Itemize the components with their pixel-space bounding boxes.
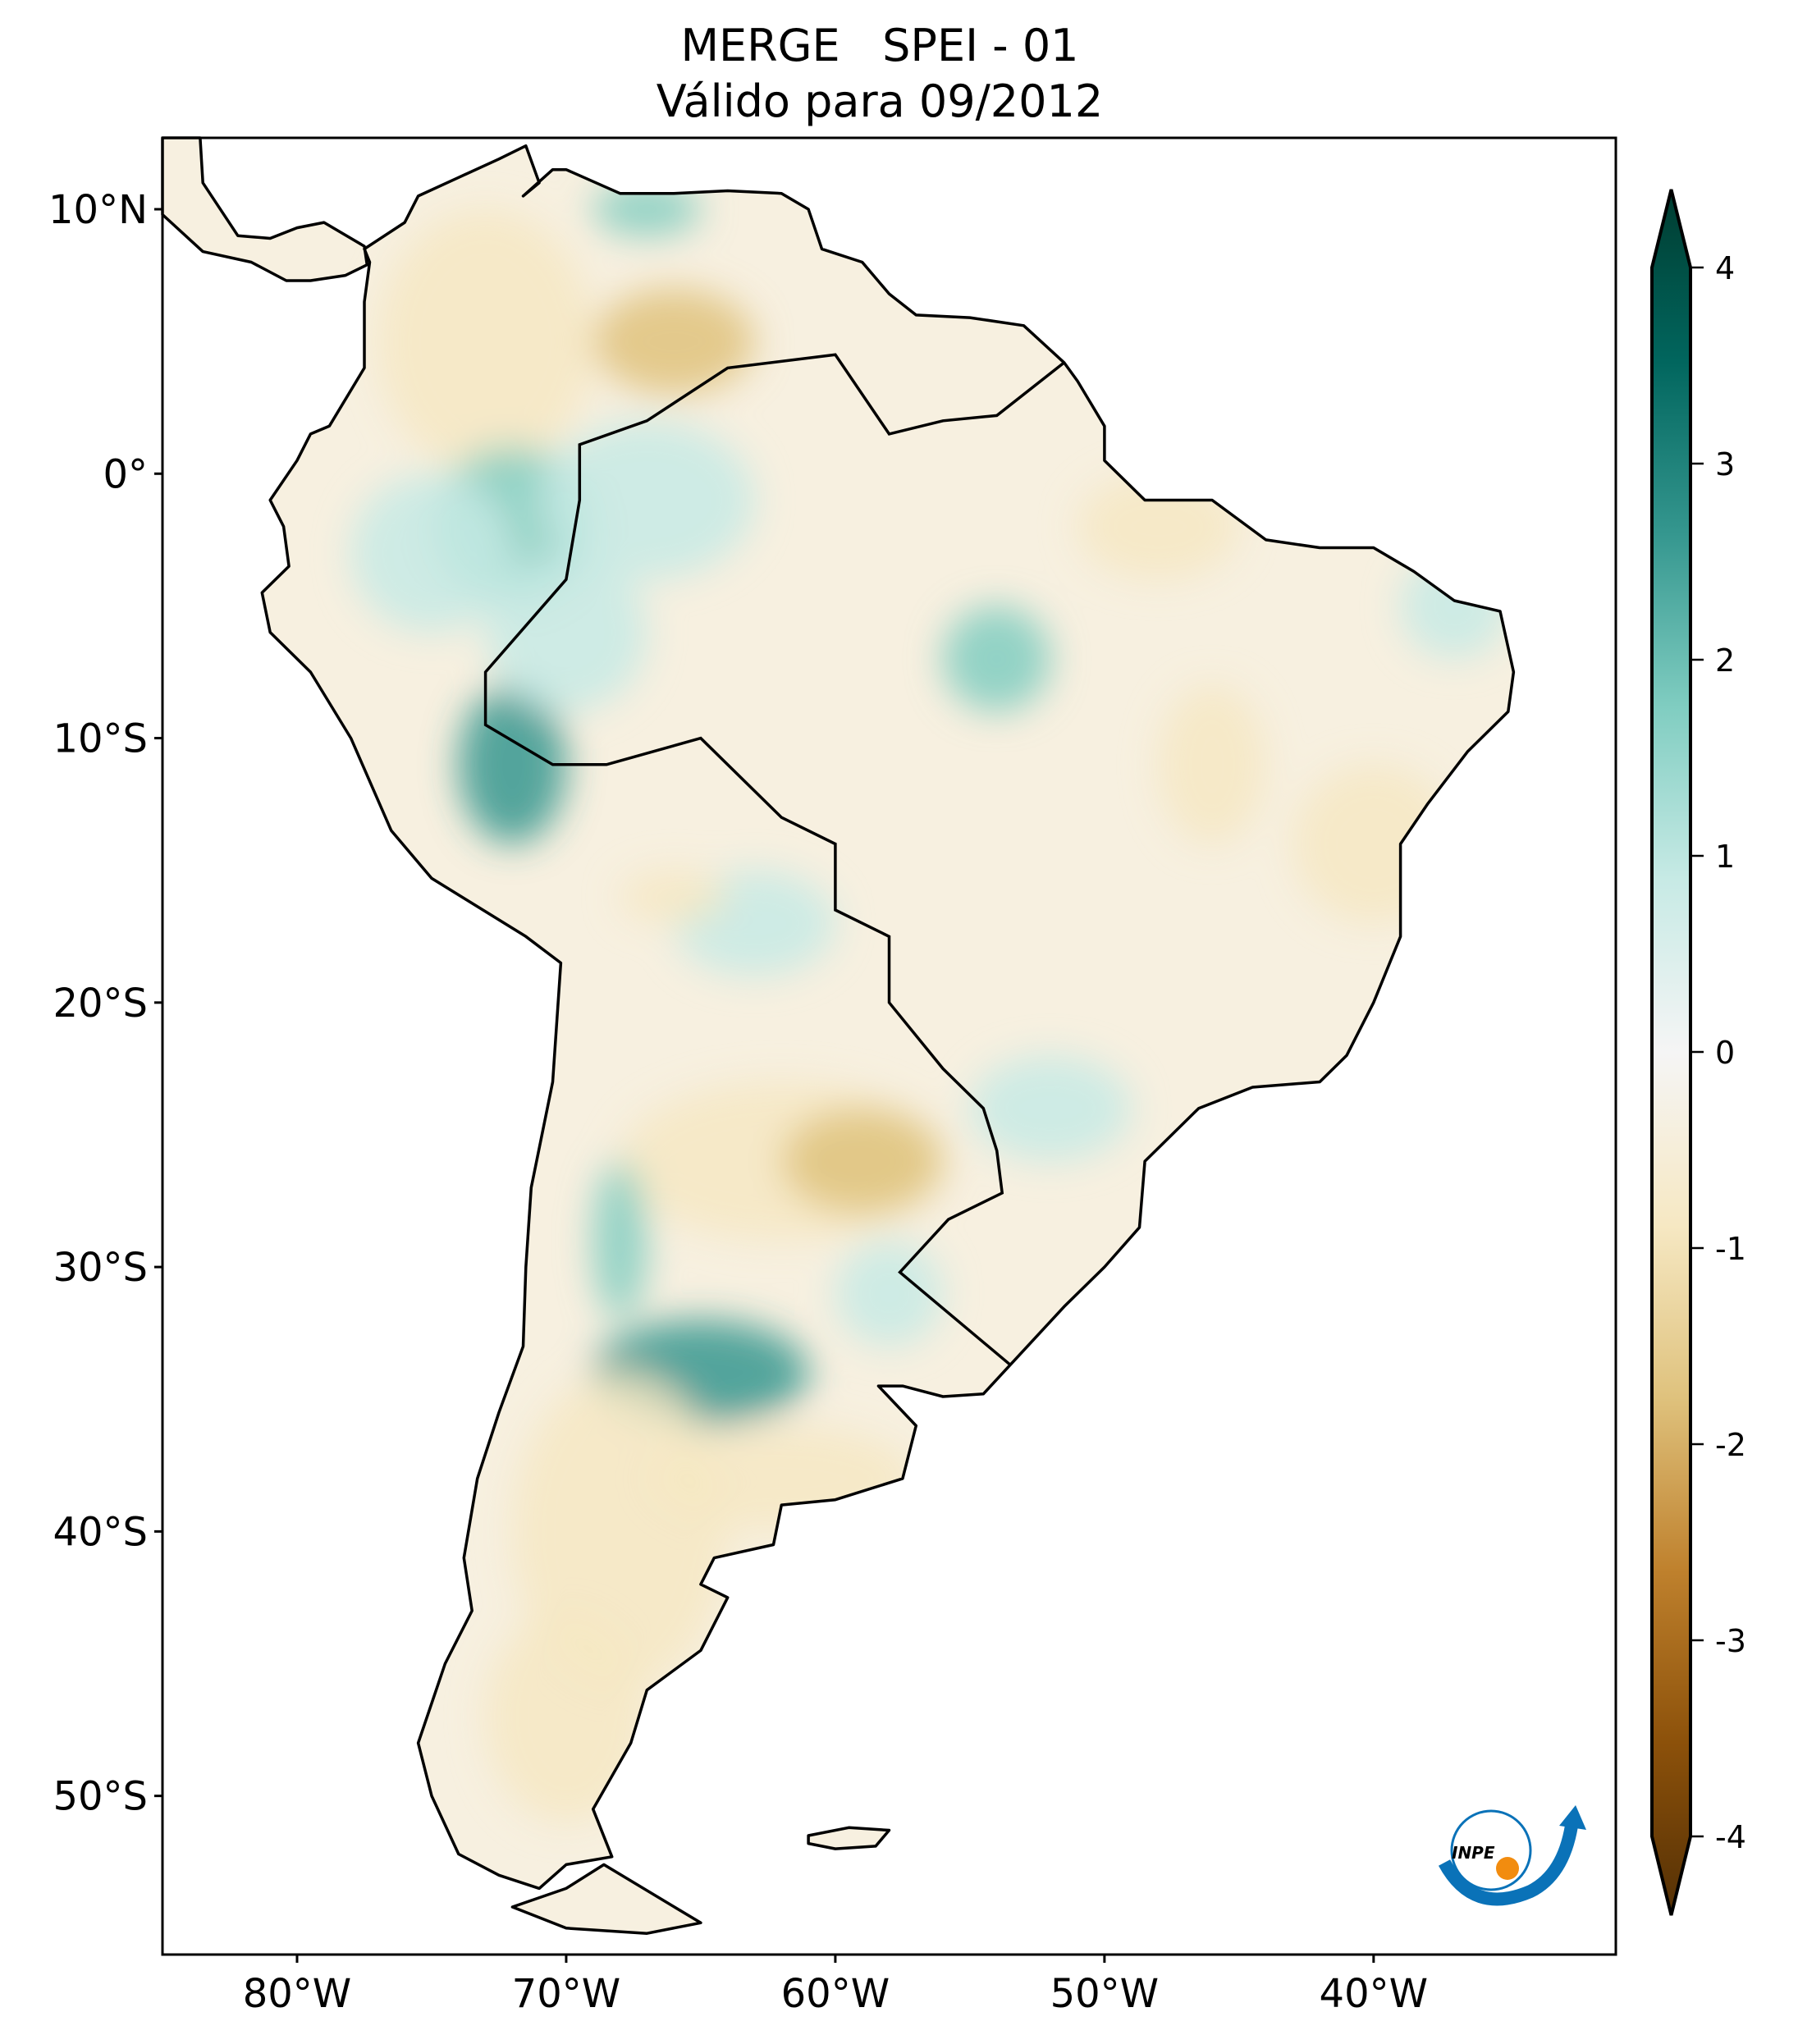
spei-anomaly-patch: [943, 606, 1051, 712]
title-line-2: Válido para 09/2012: [657, 75, 1103, 127]
colorbar-tick-label: 3: [1715, 446, 1735, 482]
inpe-logo: INPE: [1438, 1805, 1586, 1906]
lon-tick-label: 80°W: [243, 1971, 352, 2017]
colorbar: 4 3 2 1 0 -1 -2 -3 -4: [1650, 189, 1746, 1916]
colorbar-bar: [1650, 189, 1692, 1916]
lon-tick-label: 50°W: [1050, 1971, 1160, 2017]
logo-sun-icon: [1496, 1857, 1519, 1880]
title-line-1: MERGE SPEI - 01: [680, 20, 1078, 71]
colorbar-tick-label: -3: [1715, 1623, 1746, 1659]
falkland-islands-coast: [807, 1826, 891, 1850]
spei-anomaly-patch: [485, 1611, 647, 1822]
colorbar-tick-label: 4: [1715, 250, 1735, 286]
spei-anomaly-patch: [485, 552, 647, 712]
spei-anomaly-patch: [620, 870, 728, 924]
lat-tick-label: 10°N: [48, 187, 148, 233]
spei-anomaly-patch: [1292, 764, 1455, 924]
spei-anomaly-patch: [592, 182, 701, 236]
coastlines: [161, 136, 1516, 1935]
colorbar-tick-label: 1: [1715, 839, 1735, 875]
brazil-border: [483, 353, 1065, 1366]
latitude-ticks: 10°N 0° 10°S 20°S 30°S 40°S 50°S: [48, 187, 162, 1820]
lat-tick-label: 0°: [103, 451, 148, 497]
spei-field: [162, 138, 1514, 1934]
south-america-coast: [260, 144, 1516, 1891]
spei-anomaly-patch: [592, 1161, 647, 1320]
spei-anomaly-patch: [1077, 473, 1239, 580]
lon-tick-label: 60°W: [781, 1971, 890, 2017]
colorbar-tick-label: -2: [1715, 1427, 1746, 1463]
lat-tick-label: 20°S: [53, 981, 148, 1027]
tierra-del-fuego-coast: [510, 1863, 702, 1935]
lat-tick-label: 10°S: [53, 716, 148, 762]
lat-tick-label: 50°S: [53, 1774, 148, 1820]
logo-orbit-icon: [1450, 1809, 1532, 1891]
logo-arrow-icon: [1559, 1805, 1586, 1830]
land-base-fill: [162, 138, 1514, 1934]
colorbar-tick-label: -4: [1715, 1819, 1746, 1855]
spei-anomaly-patch: [350, 473, 513, 633]
longitude-ticks: 80°W 70°W 60°W 50°W 40°W: [243, 1955, 1428, 2017]
colorbar-tick-label: -1: [1715, 1231, 1746, 1267]
spei-anomaly-patch: [1158, 685, 1266, 844]
logo-text: INPE: [1452, 1843, 1495, 1863]
spei-anomaly-patch: [781, 1108, 944, 1214]
spei-anomaly-patch: [647, 1425, 917, 1532]
map-area: [161, 136, 1516, 1935]
lat-tick-label: 30°S: [53, 1245, 148, 1291]
colorbar-tick-label: 2: [1715, 642, 1735, 679]
spei-anomaly-patch: [835, 1240, 944, 1347]
colorbar-tick-label: 0: [1715, 1035, 1735, 1071]
spei-anomaly-patch: [1400, 552, 1508, 659]
lon-tick-label: 40°W: [1320, 1971, 1429, 2017]
central-america-coast: [161, 136, 369, 282]
spei-anomaly-patch: [539, 420, 755, 580]
lon-tick-label: 70°W: [512, 1971, 621, 2017]
spei-anomaly-patch: [592, 288, 755, 395]
map-frame: [161, 136, 1617, 1956]
lat-tick-label: 40°S: [53, 1509, 148, 1555]
spei-anomaly-patch: [377, 209, 593, 474]
logo-swoosh-icon: [1438, 1824, 1578, 1906]
spei-anomaly-patch: [969, 1055, 1132, 1162]
